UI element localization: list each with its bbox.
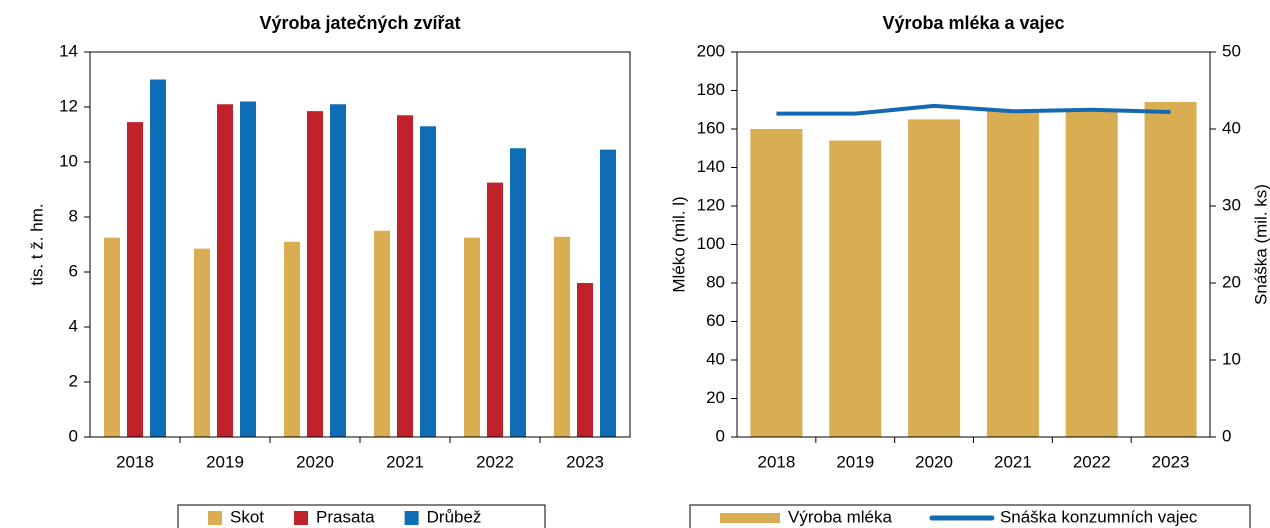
bar [577, 283, 593, 437]
y-tick-label: 160 [697, 118, 725, 137]
chart-title: Výroba jatečných zvířat [259, 13, 460, 33]
bar [487, 182, 503, 437]
y-tick-label: 8 [69, 206, 78, 225]
x-tick-label: 2019 [206, 452, 244, 471]
y-tick-label: 180 [697, 80, 725, 99]
bar [104, 237, 120, 437]
y-tick-label: 4 [69, 316, 78, 335]
y2-axis-label: Snáška (mil. ks) [1251, 184, 1270, 305]
x-tick-label: 2018 [116, 452, 154, 471]
y2-tick-label: 40 [1222, 118, 1241, 137]
bar [986, 109, 1039, 437]
legend-swatch [720, 513, 780, 523]
bar [374, 230, 390, 437]
bar [240, 101, 256, 437]
y-tick-label: 0 [716, 426, 725, 445]
legend-box [177, 504, 546, 528]
bar [127, 122, 143, 437]
x-tick-label: 2019 [836, 452, 874, 471]
y-tick-label: 40 [706, 349, 725, 368]
y-tick-label: 6 [69, 261, 78, 280]
bar [600, 149, 616, 437]
x-tick-label: 2018 [758, 452, 796, 471]
y-tick-label: 80 [706, 272, 725, 291]
bar [217, 104, 233, 437]
legend-label: Snáška konzumních vajec [1000, 507, 1198, 526]
y2-tick-label: 20 [1222, 272, 1241, 291]
y-tick-label: 0 [69, 426, 78, 445]
x-tick-label: 2022 [476, 452, 514, 471]
legend-swatch [208, 511, 222, 525]
bar [1144, 102, 1197, 438]
x-tick-label: 2023 [566, 452, 604, 471]
x-tick-label: 2022 [1073, 452, 1111, 471]
y-tick-label: 2 [69, 371, 78, 390]
bar [1065, 111, 1118, 438]
bar [330, 104, 346, 437]
legend-label: Prasata [316, 507, 375, 526]
bar [307, 111, 323, 437]
bar [829, 140, 882, 438]
bar [554, 236, 570, 437]
plot-frame [89, 51, 631, 438]
y-axis-label: tis. t ž. hm. [27, 203, 46, 285]
x-tick-label: 2021 [994, 452, 1032, 471]
line [776, 103, 1171, 116]
x-tick-label: 2020 [296, 452, 334, 471]
y-tick-label: 140 [697, 157, 725, 176]
y-tick-label: 12 [59, 96, 78, 115]
bar [194, 248, 210, 437]
y-tick-label: 20 [706, 388, 725, 407]
bar [150, 79, 166, 437]
legend-label: Skot [230, 507, 264, 526]
y-tick-label: 14 [59, 41, 78, 60]
legend-box [689, 504, 1251, 528]
bar [284, 241, 300, 437]
y2-tick-label: 30 [1222, 195, 1241, 214]
y-tick-label: 100 [697, 234, 725, 253]
bar [750, 129, 803, 437]
x-tick-label: 2020 [915, 452, 953, 471]
legend-swatch [404, 511, 419, 525]
y-axis-label: Mléko (mil. l) [669, 196, 688, 292]
bar [908, 119, 961, 437]
y-tick-label: 10 [59, 151, 78, 170]
y-tick-label: 200 [697, 41, 725, 60]
y2-tick-label: 0 [1222, 426, 1231, 445]
x-tick-label: 2021 [386, 452, 424, 471]
bar [464, 237, 480, 437]
y2-tick-label: 50 [1222, 41, 1241, 60]
chart-title: Výroba mléka a vajec [882, 13, 1064, 33]
y-tick-label: 60 [706, 311, 725, 330]
legend-label: Drůbež [427, 507, 482, 526]
bar [420, 126, 436, 437]
x-tick-label: 2023 [1152, 452, 1190, 471]
legend-label: Výroba mléka [788, 507, 892, 526]
legend-swatch [294, 511, 309, 525]
bar [510, 148, 526, 437]
bar [397, 115, 413, 437]
y-tick-label: 120 [697, 195, 725, 214]
y2-tick-label: 10 [1222, 349, 1241, 368]
